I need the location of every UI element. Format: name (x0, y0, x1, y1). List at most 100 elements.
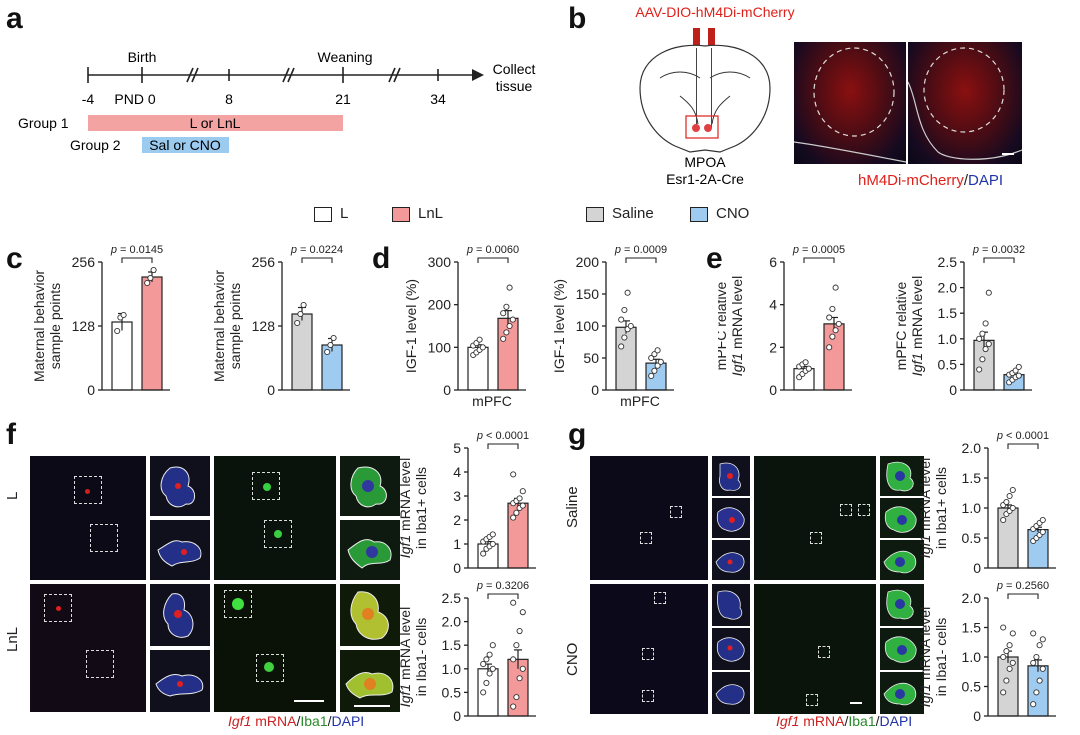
data-point (826, 314, 833, 321)
significance-bracket (477, 257, 509, 263)
data-point (510, 599, 517, 606)
data-point (621, 334, 628, 341)
y-tick-label: 1.5 (962, 620, 982, 636)
caption-segment: Igf1 (228, 713, 252, 729)
f-l-zoom2 (150, 520, 210, 580)
data-point (1039, 528, 1046, 536)
data-point (147, 274, 154, 282)
y-tick-label: 150 (576, 286, 600, 302)
significance-bracket (301, 257, 333, 263)
injection-needle-left-icon (693, 28, 700, 48)
y-tick-label: 6 (769, 254, 777, 270)
data-point (618, 343, 625, 350)
panel-label-b: b (568, 2, 587, 35)
chart-d1: 0 100 200 300 IGF-1 level (%) mPFC p = 0.0060 (403, 244, 526, 409)
y-tick-label: 0 (87, 382, 95, 398)
legend-swatch-LnL (392, 207, 410, 222)
f-l-iba1-zoom2 (340, 520, 400, 580)
caption-segment: / (844, 713, 849, 729)
bar (997, 507, 1019, 569)
chart-e2: 0 0.5 1.0 1.5 2.0 2.5 mPFC relative Igf1 mRNA l… (893, 244, 1032, 398)
group1-bar-label: L or LnL (190, 115, 241, 131)
data-point (805, 365, 812, 372)
data-point (624, 289, 631, 296)
weaning-label: Weaning (317, 49, 372, 65)
data-point (120, 311, 127, 319)
p-value-label: p = 0.2560 (996, 580, 1049, 592)
mpoa-label: MPOA (684, 154, 726, 170)
f-l-iba1 (214, 456, 336, 580)
data-point (516, 675, 523, 682)
y-tick-label: 0.5 (962, 530, 982, 546)
f-lnl-merge (30, 584, 146, 712)
p-value-label: p < 0.0001 (996, 430, 1049, 442)
panel-label-e: e (706, 242, 723, 275)
data-point (489, 540, 496, 548)
data-point (1003, 498, 1010, 506)
axis-break-marks (186, 67, 401, 83)
f-lnl-iba1 (214, 584, 336, 712)
f-l-iba1-zoom1 (340, 456, 400, 516)
f-lnl-zoom2 (150, 650, 210, 712)
y-tick-label: 2.0 (442, 614, 462, 630)
tick-label-0: PND 0 (114, 91, 155, 107)
y-tick-label: 2.5 (442, 590, 462, 606)
y-axis-label: Maternal behavior (31, 270, 47, 382)
data-point (294, 319, 301, 327)
y-axis-label: Igf1 mRNA level (400, 458, 413, 558)
data-point (985, 340, 992, 347)
brain-schematic: AAV-DIO-hM4Di-mCherry MPOA Esr1-2A-Cre (635, 4, 794, 187)
y-tick-label: 0 (949, 382, 957, 398)
g-saline-iba1-panel (754, 456, 876, 580)
g-saline-zoom2 (712, 498, 750, 538)
data-point (1030, 701, 1037, 708)
stain-caption-b: hM4Di-mCherry/DAPI (858, 172, 1003, 189)
chart-d2: 0 50 100 150 200 IGF-1 level (%) mPFC p = 0.000… (551, 244, 674, 409)
f-lnl-iba1-zoom1 (340, 584, 400, 646)
collect-label: Collect (493, 61, 536, 77)
g-saline-iba1-zoom1 (880, 456, 924, 496)
g-row-label-saline: Saline (564, 486, 581, 528)
data-point (489, 665, 496, 672)
significance-bracket (487, 593, 519, 599)
data-point (519, 502, 526, 509)
data-point (480, 550, 487, 557)
data-point (476, 336, 483, 343)
y-axis-label: Igf1 mRNA level (909, 276, 925, 376)
caption-segment: mRNA (799, 713, 845, 729)
data-point (654, 362, 661, 369)
caption-segment: Iba1 (300, 713, 328, 729)
group1-label: Group 1 (18, 115, 69, 131)
data-point (651, 351, 658, 358)
significance-bracket (121, 257, 153, 263)
chart-c2: 0 128 256 Maternal behavior sample points p =… (211, 244, 350, 398)
data-point (500, 335, 507, 342)
data-point (976, 366, 983, 373)
data-point (486, 651, 493, 658)
tick-label-21: 21 (335, 91, 351, 107)
data-point (1009, 659, 1016, 666)
x-axis-label: mPFC (472, 393, 512, 409)
caption-segment: DAPI (331, 713, 365, 729)
tick-label-8: 8 (225, 91, 233, 107)
y-axis-label: sample points (47, 283, 63, 369)
data-point (826, 344, 833, 351)
tick-label-m4: -4 (82, 91, 95, 107)
mpoa-micrograph-right (908, 42, 1022, 164)
group1-bar (88, 115, 343, 131)
data-point (1033, 653, 1040, 661)
data-point (513, 642, 520, 649)
birth-label: Birth (128, 49, 157, 65)
y-tick-label: 0 (973, 708, 981, 724)
stain-sep: / (963, 172, 969, 189)
stain-red-label: hM4Di-mCherry (858, 172, 964, 189)
ventricle-outline (679, 95, 731, 125)
data-point (483, 679, 490, 687)
stain-blue-label: DAPI (968, 172, 1004, 189)
data-point (300, 301, 307, 309)
legend: L LnL Saline CNO (0, 205, 1080, 227)
y-tick-label: 128 (252, 318, 276, 334)
data-point (1000, 516, 1007, 524)
